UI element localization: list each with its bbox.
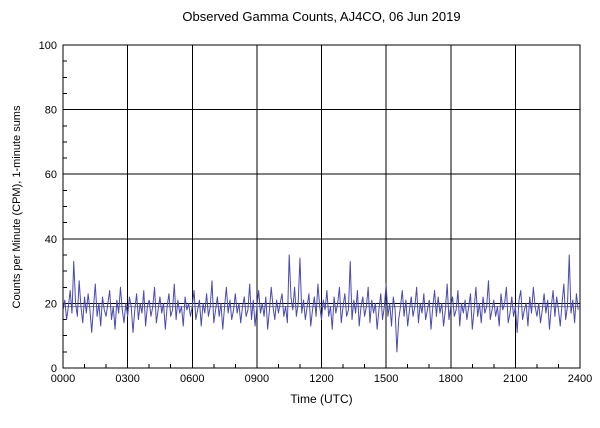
x-tick-label: 2400 [568, 373, 592, 385]
y-tick-label: 60 [45, 169, 57, 181]
x-tick-label: 1800 [439, 373, 463, 385]
x-tick-label: 2100 [503, 373, 527, 385]
x-tick-label: 1500 [374, 373, 398, 385]
y-tick-label: 20 [45, 298, 57, 310]
x-axis-label: Time (UTC) [290, 392, 353, 406]
y-tick-label: 80 [45, 105, 57, 117]
x-tick-label: 0600 [180, 373, 204, 385]
y-tick-label: 100 [39, 40, 57, 52]
plot-frame [62, 44, 581, 369]
x-tick-label: 0300 [115, 373, 139, 385]
x-tick-label: 0000 [51, 373, 75, 385]
data-series-line [62, 254, 579, 353]
x-tick-label: 0900 [245, 373, 269, 385]
y-tick-label: 40 [45, 234, 57, 246]
y-tick-label: 0 [51, 363, 57, 375]
chart-title: Observed Gamma Counts, AJ4CO, 06 Jun 201… [182, 9, 461, 24]
x-tick-label: 1200 [309, 373, 333, 385]
